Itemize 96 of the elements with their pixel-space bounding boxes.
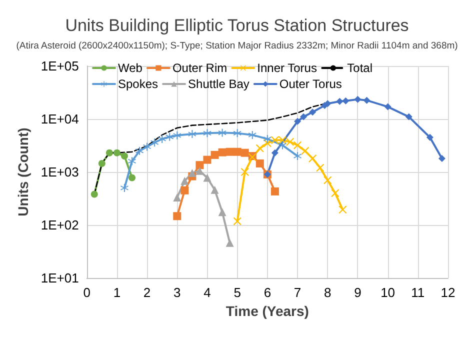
x-tick-label: 10 xyxy=(380,285,396,300)
point xyxy=(166,132,174,141)
x-tick-label: 6 xyxy=(264,285,272,300)
point xyxy=(363,96,370,104)
chart-title: Units Building Elliptic Torus Station Structures xyxy=(65,16,409,35)
y-tick-label: 1E+01 xyxy=(40,270,79,286)
point xyxy=(309,108,316,116)
point xyxy=(150,138,159,147)
y-tick-label: 1E+04 xyxy=(40,112,79,126)
point xyxy=(270,136,279,144)
y-axis-title: Units (Count) xyxy=(15,128,31,216)
y-tick-label: 1E+05 xyxy=(40,58,79,74)
point xyxy=(240,148,249,157)
legend-label: Web xyxy=(118,61,143,75)
x-axis-title: Time (Years) xyxy=(226,302,309,319)
chart-subtitle: (Atira Asteroid (2600x2400x1150m); S-Type; Station Major Radius 2332m; Minor Radii 1104m and 368m) xyxy=(16,40,458,52)
point xyxy=(210,150,219,159)
x-tick-label: 9 xyxy=(354,285,362,300)
point xyxy=(90,190,98,198)
y-tick-label: 1E+02 xyxy=(40,218,79,232)
point xyxy=(113,149,120,156)
point xyxy=(354,96,362,103)
point xyxy=(120,152,128,160)
legend-label: Inner Torus xyxy=(257,61,317,75)
point xyxy=(336,98,344,105)
point xyxy=(270,187,279,196)
point xyxy=(426,134,434,141)
x-tick-label: 12 xyxy=(440,285,456,300)
point xyxy=(256,159,264,168)
x-tick-label: 5 xyxy=(234,285,241,300)
point xyxy=(203,156,212,164)
x-tick-label: 7 xyxy=(294,285,302,300)
point xyxy=(286,138,294,146)
x-tick-label: 4 xyxy=(204,285,211,300)
point xyxy=(180,186,189,194)
point xyxy=(173,194,182,202)
point xyxy=(300,113,308,120)
point xyxy=(196,161,204,170)
point xyxy=(173,212,182,220)
legend-label: Outer Torus xyxy=(279,77,342,91)
x-tick-label: 3 xyxy=(174,285,181,300)
point xyxy=(233,129,242,138)
point xyxy=(120,184,128,192)
point xyxy=(384,103,392,110)
point xyxy=(218,208,226,216)
point xyxy=(188,168,196,177)
point xyxy=(263,134,272,143)
point xyxy=(308,154,317,162)
point xyxy=(196,166,204,175)
x-tick-label: 2 xyxy=(143,285,151,300)
point xyxy=(128,174,136,182)
point xyxy=(248,130,256,139)
point xyxy=(294,152,302,160)
x-tick-label: 8 xyxy=(324,285,332,300)
point xyxy=(301,146,310,155)
point xyxy=(233,148,242,156)
x-tick-label: 0 xyxy=(83,285,90,300)
point xyxy=(271,149,278,156)
point xyxy=(405,113,412,120)
legend-label: Total xyxy=(347,61,373,75)
point xyxy=(173,131,182,140)
point xyxy=(331,189,340,198)
point xyxy=(324,100,332,108)
x-tick-label: 1 xyxy=(113,285,121,300)
point xyxy=(233,217,242,226)
point xyxy=(136,146,144,155)
point xyxy=(278,141,286,150)
point xyxy=(218,128,226,137)
point xyxy=(128,157,136,166)
point xyxy=(180,176,189,185)
point xyxy=(106,149,113,156)
point xyxy=(143,142,152,151)
point xyxy=(226,238,234,247)
x-tick-label: 11 xyxy=(411,285,425,300)
legend-label: Shuttle Bay xyxy=(188,77,250,91)
point xyxy=(324,176,332,184)
point xyxy=(316,164,324,172)
point xyxy=(240,168,249,176)
point xyxy=(203,129,212,138)
point xyxy=(98,160,106,167)
point xyxy=(294,141,302,150)
point xyxy=(342,97,350,104)
point xyxy=(438,154,446,162)
point xyxy=(294,118,302,125)
point xyxy=(256,144,264,152)
point xyxy=(203,174,212,182)
point xyxy=(278,136,286,144)
point xyxy=(226,148,234,156)
legend-label: Outer Rim xyxy=(172,61,228,75)
point xyxy=(338,206,347,214)
point xyxy=(210,186,219,194)
legend-label: Spokes xyxy=(118,77,158,91)
point xyxy=(218,148,226,156)
point xyxy=(188,130,196,138)
point xyxy=(158,134,166,143)
y-tick-label: 1E+03 xyxy=(40,164,79,180)
